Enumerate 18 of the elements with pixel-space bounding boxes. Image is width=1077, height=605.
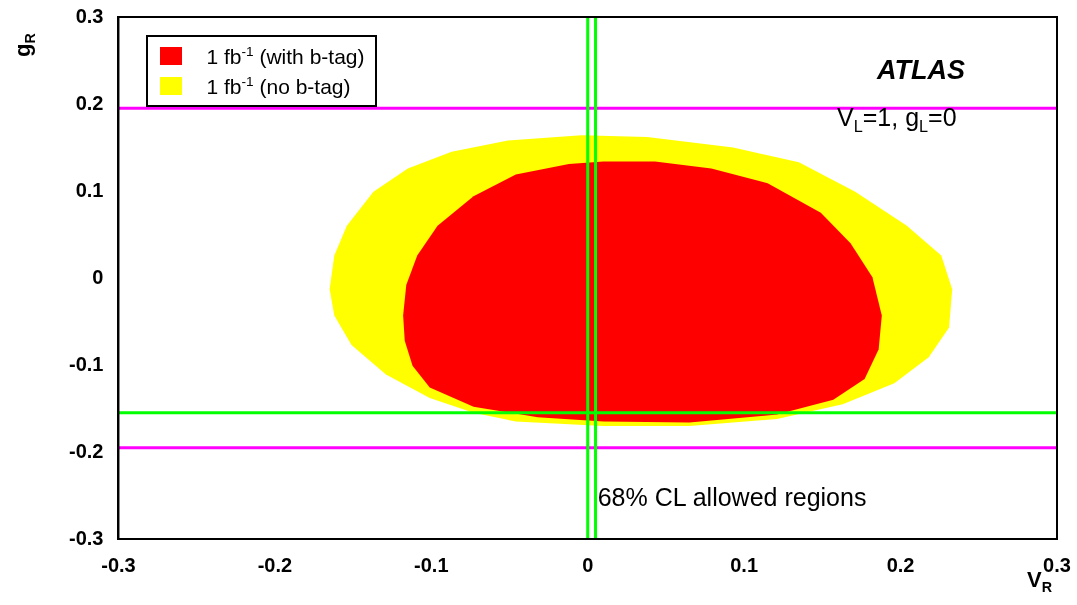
y-tick-label: -0.1	[68, 352, 104, 375]
x-tick-label: -0.2	[257, 553, 293, 576]
y-tick-label: -0.2	[68, 439, 104, 462]
y-tick-label: 0.2	[75, 91, 104, 114]
y-tick-label: 0.3	[75, 4, 104, 27]
x-tick-label: 0	[582, 553, 594, 576]
x-tick-label: -0.3	[101, 553, 136, 576]
y-tick-label: -0.3	[68, 526, 104, 549]
legend-label: 1 fb$^{-1}$ (with b-tag)	[206, 43, 365, 69]
x-tick-label: -0.1	[414, 553, 449, 576]
y-tick-label: 0	[92, 265, 104, 288]
y-tick-label: 0.1	[75, 178, 104, 201]
x-tick-label: 0.1	[730, 553, 759, 576]
x-tick-label: 0.2	[886, 553, 915, 576]
annotation: V$_{L}$=1, g$_{L}$=0	[837, 103, 957, 136]
annotation: ATLAS	[877, 55, 965, 86]
annotation: 68% CL allowed regions	[597, 483, 867, 512]
legend-label: 1 fb$^{-1}$ (no b-tag)	[206, 73, 351, 99]
